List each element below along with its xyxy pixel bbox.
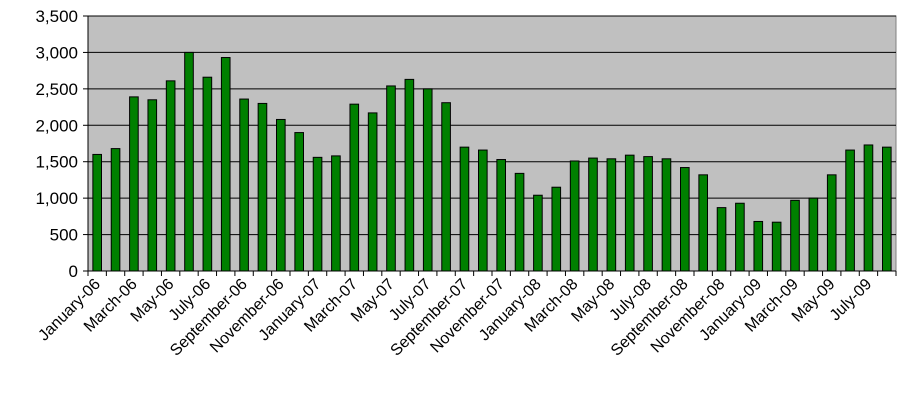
bar-January-07	[312, 156, 323, 272]
bar-August-07	[441, 102, 451, 272]
bar-November-06	[276, 118, 286, 272]
bar-June-07	[404, 78, 415, 272]
bar-June-06	[184, 51, 194, 272]
y-tick-label: 0	[69, 262, 78, 281]
bar-December-08	[735, 202, 745, 272]
bar-March-07	[349, 103, 360, 272]
bar-July-06	[202, 76, 213, 272]
bar-January-09	[753, 220, 764, 272]
x-tick-label: July-09	[827, 276, 876, 325]
bar-August-09	[882, 146, 892, 272]
bar-May-09	[826, 174, 837, 272]
bar-August-06	[220, 57, 231, 272]
bar-July-09	[863, 144, 874, 272]
x-axis-ticks: January-06March-06May-06July-06September…	[35, 276, 875, 360]
bar-June-08	[624, 154, 635, 272]
y-tick-label: 3,500	[35, 7, 78, 26]
y-tick-label: 1,500	[35, 153, 78, 172]
bar-February-06	[110, 148, 121, 272]
bar-October-07	[478, 149, 488, 272]
axes	[83, 15, 897, 276]
bar-September-07	[459, 146, 470, 272]
y-tick-label: 2,500	[35, 80, 78, 99]
bar-December-07	[514, 172, 525, 272]
y-tick-label: 1,000	[35, 189, 78, 208]
bar-February-07	[331, 155, 341, 272]
bar-July-08	[643, 156, 653, 272]
bar-March-08	[569, 160, 580, 272]
bar-February-08	[551, 186, 562, 272]
bar-February-09	[771, 221, 782, 272]
bar-January-06	[92, 153, 102, 272]
bar-May-07	[386, 85, 396, 272]
bar-August-08	[661, 158, 672, 272]
bar-June-09	[845, 149, 855, 272]
bar-November-07	[496, 159, 506, 272]
bar-October-08	[698, 174, 708, 272]
bar-December-06	[294, 132, 304, 272]
bar-April-07	[367, 112, 378, 272]
y-tick-label: 2,000	[35, 116, 78, 135]
bar-April-06	[147, 99, 158, 272]
bar-January-08	[533, 194, 543, 272]
bar-September-06	[239, 98, 249, 272]
bar-October-06	[257, 102, 268, 272]
bar-July-07	[422, 88, 433, 272]
bar-March-09	[790, 199, 800, 272]
bar-May-08	[606, 158, 617, 272]
bar-April-08	[588, 157, 598, 272]
bar-September-08	[680, 167, 690, 272]
bar-May-06	[165, 80, 176, 272]
bar-April-09	[808, 197, 819, 272]
bar-March-06	[129, 96, 139, 272]
y-tick-label: 3,000	[35, 43, 78, 62]
bar-November-08	[716, 207, 727, 272]
y-tick-label: 500	[50, 226, 78, 245]
y-axis-ticks: 0 500 1,000 1,500 2,000 2,500 3,000 3,500	[35, 7, 78, 281]
